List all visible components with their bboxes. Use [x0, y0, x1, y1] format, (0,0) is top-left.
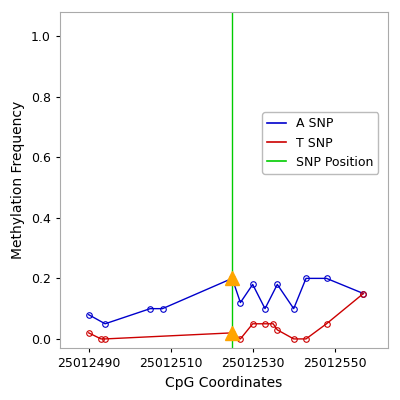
X-axis label: CpG Coordinates: CpG Coordinates	[165, 376, 283, 390]
Y-axis label: Methylation Frequency: Methylation Frequency	[12, 101, 26, 259]
Legend: A SNP, T SNP, SNP Position: A SNP, T SNP, SNP Position	[262, 112, 378, 174]
